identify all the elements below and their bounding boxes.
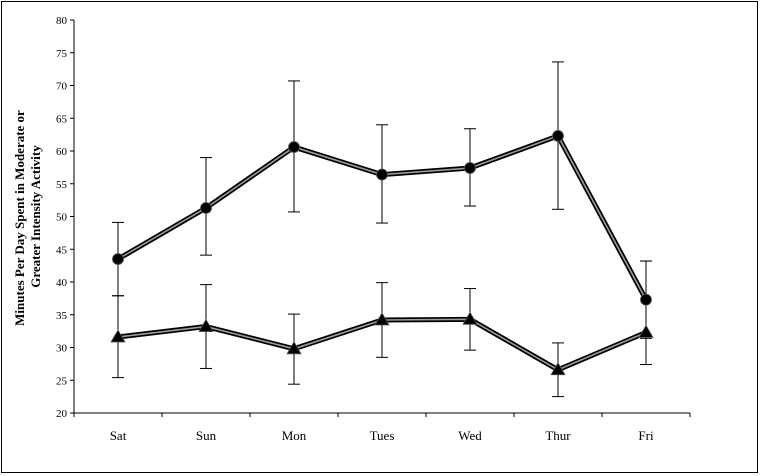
series-markers — [110, 130, 654, 376]
error-bar — [640, 260, 652, 366]
data-point-circle — [200, 202, 212, 214]
y-tick-label: 65 — [56, 113, 68, 125]
y-tick-label: 80 — [56, 15, 68, 27]
x-tick-label: Mon — [282, 428, 307, 443]
y-axis-title-line-1: Minutes Per Day Spent in Moderate or — [12, 110, 27, 326]
x-tick-label: Wed — [458, 428, 482, 443]
data-point-triangle — [638, 324, 654, 338]
y-tick-label: 45 — [56, 244, 68, 256]
y-tick-label: 40 — [56, 277, 68, 289]
y-tick-label: 25 — [56, 375, 68, 387]
error-bars — [112, 61, 652, 398]
y-tick-label: 30 — [56, 343, 68, 355]
y-tick-label: 50 — [56, 212, 68, 224]
data-point-triangle — [198, 318, 214, 332]
y-axis-ticks: 20 25 30 35 40 45 50 55 60 65 70 75 80 — [56, 15, 74, 420]
x-tick-label: Thur — [545, 428, 571, 443]
y-tick-label: 60 — [56, 146, 68, 158]
x-tick-label: Fri — [638, 428, 654, 443]
x-tick-label: Tues — [370, 428, 395, 443]
data-point-circle — [640, 293, 652, 306]
y-tick-label: 70 — [56, 81, 68, 93]
y-tick-label: 75 — [56, 48, 68, 60]
data-point-circle — [376, 168, 388, 181]
y-tick-label: 55 — [56, 179, 68, 191]
data-point-triangle — [550, 361, 566, 376]
data-point-circle — [288, 141, 300, 153]
data-point-triangle — [374, 312, 390, 326]
x-tick-label: Sat — [110, 428, 127, 443]
y-axis-title-line-2: Greater Intensity Activity — [28, 145, 43, 288]
y-tick-label: 35 — [56, 310, 68, 322]
data-point-circle — [552, 130, 564, 142]
data-point-circle — [112, 253, 124, 265]
data-point-circle — [464, 162, 476, 174]
y-tick-label: 20 — [56, 408, 68, 420]
data-point-triangle — [462, 311, 478, 325]
data-point-triangle — [286, 341, 302, 355]
x-axis-tick-labels: Sat Sun Mon Tues Wed Thur Fri — [73, 413, 691, 443]
y-axis-title: Minutes Per Day Spent in Moderate or Gre… — [12, 107, 43, 326]
x-tick-label: Sun — [196, 428, 217, 443]
data-point-triangle — [110, 329, 126, 343]
